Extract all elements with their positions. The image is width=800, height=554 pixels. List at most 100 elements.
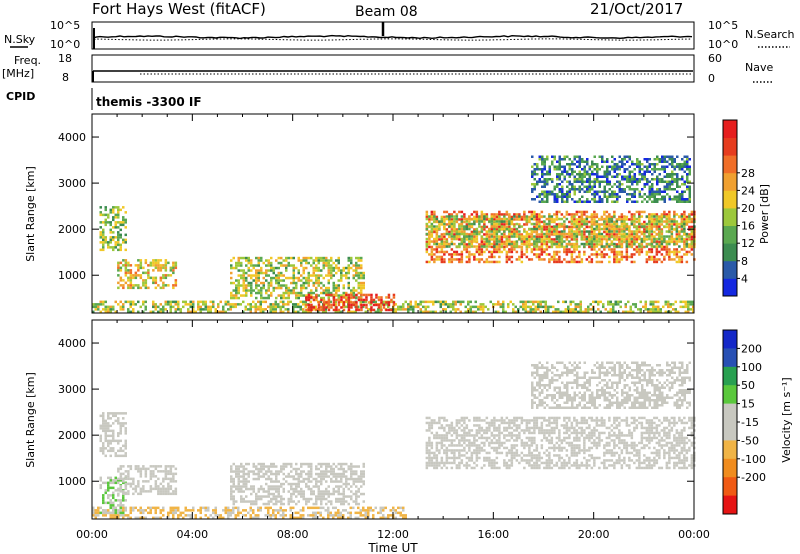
data-cell bbox=[483, 223, 486, 226]
data-cell bbox=[344, 305, 347, 309]
data-cell bbox=[523, 213, 526, 216]
data-cell bbox=[628, 188, 631, 191]
data-cell bbox=[475, 220, 479, 223]
data-cell bbox=[342, 303, 346, 307]
data-cell bbox=[510, 242, 514, 246]
data-cell bbox=[260, 291, 263, 295]
data-cell bbox=[679, 305, 682, 309]
data-cell bbox=[653, 220, 656, 223]
data-cell bbox=[162, 276, 165, 280]
data-cell bbox=[242, 509, 245, 512]
data-cell bbox=[235, 266, 238, 270]
data-cell bbox=[620, 245, 624, 248]
data-cell bbox=[468, 240, 471, 243]
data-cell bbox=[435, 250, 439, 254]
data-cell bbox=[667, 310, 670, 314]
data-cell bbox=[585, 235, 589, 239]
data-cell bbox=[523, 210, 526, 214]
data-cell bbox=[355, 261, 358, 265]
data-cell bbox=[675, 248, 679, 251]
data-cell bbox=[543, 185, 546, 188]
data-cell bbox=[577, 305, 580, 309]
data-cell bbox=[485, 258, 489, 261]
data-cell bbox=[485, 225, 489, 229]
data-cell bbox=[327, 301, 331, 304]
data-cell bbox=[643, 158, 646, 161]
data-cell bbox=[656, 198, 659, 201]
data-cell bbox=[690, 213, 694, 216]
data-cell bbox=[162, 506, 165, 510]
data-cell bbox=[661, 198, 664, 201]
data-cell bbox=[661, 168, 664, 171]
data-cell bbox=[625, 238, 629, 241]
data-cell bbox=[122, 259, 125, 262]
data-cell bbox=[463, 217, 466, 221]
data-cell bbox=[204, 514, 207, 517]
data-cell bbox=[119, 509, 122, 512]
data-cell bbox=[129, 305, 132, 309]
data-cell bbox=[473, 222, 476, 226]
data-cell bbox=[633, 253, 636, 256]
data-cell bbox=[600, 227, 604, 231]
data-cell bbox=[643, 185, 646, 188]
data-cell bbox=[172, 266, 175, 270]
data-cell bbox=[673, 237, 676, 241]
data-cell bbox=[435, 240, 439, 243]
data-cell bbox=[523, 240, 526, 244]
data-cell bbox=[289, 506, 292, 510]
data-cell bbox=[280, 274, 283, 277]
data-cell bbox=[561, 188, 564, 191]
data-cell bbox=[588, 245, 591, 249]
data-cell bbox=[630, 260, 634, 264]
data-cell bbox=[633, 195, 636, 198]
data-cell bbox=[92, 511, 95, 515]
data-cell bbox=[589, 303, 592, 306]
data-cell bbox=[162, 286, 165, 290]
data-cell bbox=[267, 514, 270, 517]
data-cell bbox=[533, 253, 536, 256]
data-cell bbox=[483, 240, 486, 244]
data-cell bbox=[260, 259, 263, 262]
data-cell bbox=[688, 250, 691, 254]
data-cell bbox=[583, 190, 586, 193]
data-cell bbox=[332, 293, 336, 297]
data-cell bbox=[631, 183, 634, 186]
data-cell bbox=[616, 163, 619, 166]
data-cell bbox=[204, 509, 207, 512]
data-cell bbox=[568, 193, 571, 196]
data-cell bbox=[272, 303, 275, 306]
data-cell bbox=[567, 308, 570, 311]
data-cell bbox=[683, 163, 686, 166]
data-cell bbox=[127, 477, 130, 481]
data-cell bbox=[535, 218, 539, 221]
data-cell bbox=[475, 213, 479, 216]
data-cell bbox=[360, 256, 363, 260]
data-cell bbox=[162, 274, 165, 277]
data-cell bbox=[515, 230, 519, 234]
data-cell bbox=[682, 305, 685, 309]
data-cell bbox=[92, 506, 95, 510]
data-cell bbox=[530, 230, 534, 233]
data-cell bbox=[490, 230, 494, 233]
data-cell bbox=[312, 516, 315, 520]
data-cell bbox=[327, 261, 330, 265]
data-cell bbox=[445, 230, 449, 233]
data-cell bbox=[359, 300, 362, 304]
data-cell bbox=[548, 240, 551, 243]
data-cell bbox=[583, 210, 586, 214]
data-cell bbox=[117, 236, 120, 239]
data-cell bbox=[104, 454, 107, 458]
data-cell bbox=[520, 253, 524, 256]
data-cell bbox=[495, 230, 499, 233]
data-cell bbox=[673, 178, 676, 181]
data-cell bbox=[104, 310, 107, 314]
data-cell bbox=[192, 305, 195, 309]
data-cell bbox=[104, 305, 107, 309]
data-cell bbox=[124, 444, 127, 448]
data-cell bbox=[355, 296, 358, 300]
data-cell bbox=[540, 227, 544, 231]
data-cell bbox=[212, 516, 215, 520]
data-cell bbox=[478, 217, 481, 221]
data-cell bbox=[104, 447, 107, 450]
data-cell bbox=[578, 260, 581, 264]
